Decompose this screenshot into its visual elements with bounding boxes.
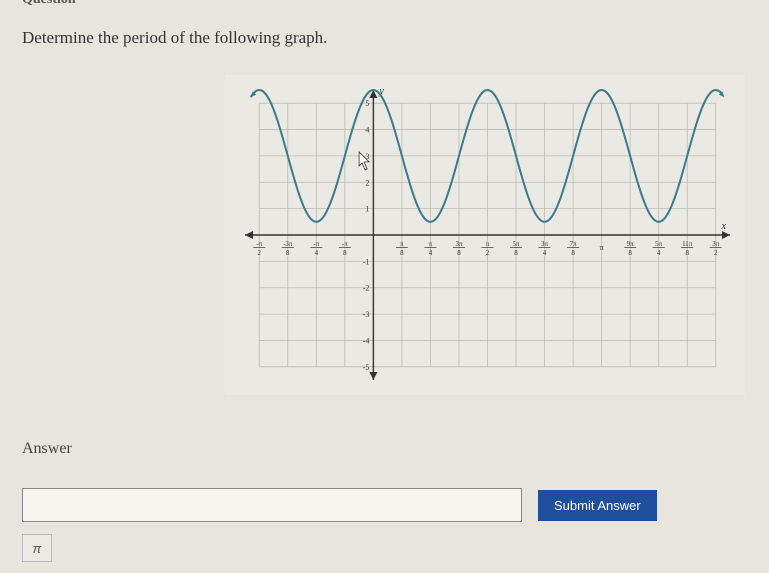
- svg-text:8: 8: [514, 249, 518, 257]
- svg-text:-π: -π: [256, 240, 262, 248]
- svg-text:5π: 5π: [655, 240, 663, 248]
- graph-panel: yx-5-4-3-2-112345-π2-3π8-π4-π8π8π43π8π25…: [225, 75, 745, 395]
- svg-text:π: π: [429, 240, 433, 248]
- svg-text:2: 2: [714, 249, 718, 257]
- svg-text:3π: 3π: [541, 240, 549, 248]
- svg-text:2: 2: [486, 249, 490, 257]
- svg-text:-3π: -3π: [283, 240, 293, 248]
- svg-text:2: 2: [258, 249, 262, 257]
- answer-label: Answer: [22, 440, 72, 458]
- svg-text:3π: 3π: [455, 240, 463, 248]
- svg-text:8: 8: [685, 249, 689, 257]
- svg-text:11π: 11π: [682, 240, 693, 248]
- svg-text:8: 8: [286, 249, 290, 257]
- svg-text:4: 4: [657, 249, 661, 257]
- svg-text:7π: 7π: [570, 240, 578, 248]
- svg-text:4: 4: [315, 249, 319, 257]
- svg-text:8: 8: [457, 249, 461, 257]
- submit-answer-button[interactable]: Submit Answer: [538, 490, 657, 521]
- svg-text:8: 8: [628, 249, 632, 257]
- svg-text:3π: 3π: [712, 240, 720, 248]
- periodic-graph: yx-5-4-3-2-112345-π2-3π8-π4-π8π8π43π8π25…: [225, 75, 745, 395]
- question-prompt: Determine the period of the following gr…: [22, 28, 327, 48]
- svg-text:π: π: [600, 243, 604, 252]
- svg-text:-2: -2: [363, 284, 370, 293]
- svg-text:-4: -4: [363, 336, 370, 345]
- svg-text:1: 1: [365, 205, 369, 214]
- svg-text:x: x: [721, 221, 727, 232]
- svg-text:-5: -5: [363, 363, 370, 372]
- svg-text:8: 8: [400, 249, 404, 257]
- svg-text:-π: -π: [342, 240, 348, 248]
- svg-text:π: π: [400, 240, 404, 248]
- answer-row: Submit Answer: [22, 488, 742, 522]
- answer-input[interactable]: [22, 488, 522, 522]
- svg-text:8: 8: [571, 249, 575, 257]
- svg-text:9π: 9π: [627, 240, 635, 248]
- svg-text:4: 4: [365, 126, 369, 135]
- svg-text:-3: -3: [363, 310, 370, 319]
- svg-text:5π: 5π: [513, 240, 521, 248]
- svg-text:4: 4: [543, 249, 547, 257]
- svg-text:-π: -π: [313, 240, 319, 248]
- pi-insert-button[interactable]: π: [22, 534, 52, 562]
- svg-text:8: 8: [343, 249, 347, 257]
- svg-text:5: 5: [365, 99, 369, 108]
- svg-text:-1: -1: [363, 257, 370, 266]
- question-header-partial: Question: [22, 0, 76, 8]
- svg-text:4: 4: [429, 249, 433, 257]
- svg-text:π: π: [486, 240, 490, 248]
- svg-text:2: 2: [365, 178, 369, 187]
